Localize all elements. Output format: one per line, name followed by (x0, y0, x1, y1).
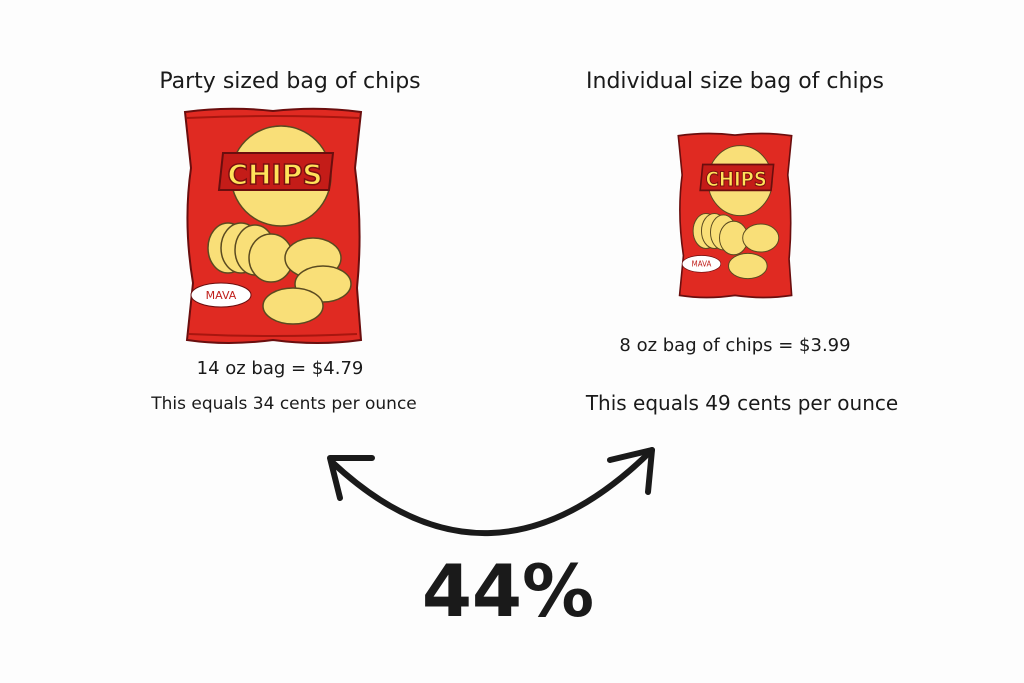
bag-label: CHIPS (227, 158, 322, 191)
right-bag: CHIPS MAVA (677, 132, 793, 299)
right-title: Individual size bag of chips (586, 69, 884, 94)
left-title: Party sized bag of chips (159, 69, 420, 94)
bag-brand: MAVA (206, 289, 237, 302)
left-per-ounce: This equals 34 cents per ounce (150, 394, 417, 414)
bag-label: CHIPS (706, 170, 767, 192)
left-price: 14 oz bag = $4.79 (197, 358, 364, 379)
left-bag: CHIPS MAVA (183, 107, 363, 344)
difference: 44% (422, 549, 594, 633)
bag-brand: MAVA (692, 259, 712, 268)
double-arrow (327, 447, 655, 537)
right-price: 8 oz bag of chips = $3.99 (619, 335, 850, 356)
right-per-ounce: This equals 49 cents per ounce (585, 391, 898, 415)
